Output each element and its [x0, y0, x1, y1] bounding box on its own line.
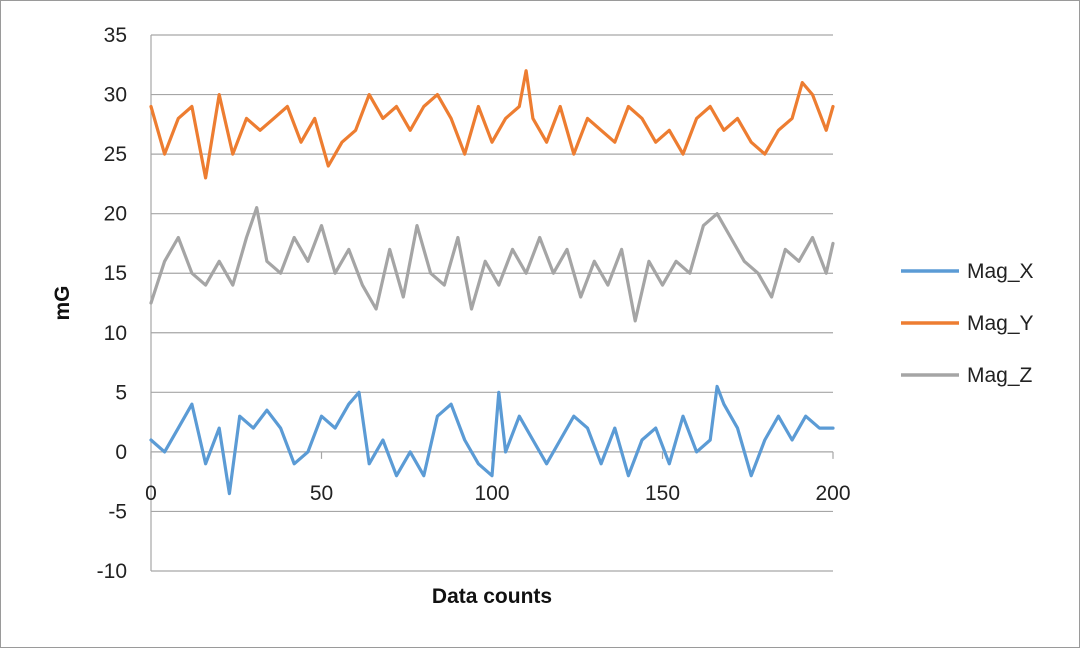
y-tick-label: 5 [115, 381, 127, 404]
y-tick-label: 30 [104, 84, 127, 107]
y-axis-title: mG [51, 285, 74, 320]
series-lines [149, 69, 835, 496]
series-line-mag-z [149, 206, 835, 323]
y-tick-label: -10 [97, 560, 127, 583]
x-tick-label: 200 [815, 482, 850, 505]
x-tick-label: 50 [310, 482, 333, 505]
legend-label: Mag_Y [967, 312, 1034, 335]
y-tick-label: -5 [108, 500, 127, 523]
legend-label: Mag_X [967, 260, 1034, 283]
y-tick-label: 0 [115, 441, 127, 464]
tick-labels: -10 -5 0 5 10 15 20 25 30 35 0 50 100 150 200 [97, 24, 851, 583]
legend-label: Mag_Z [967, 364, 1033, 387]
x-tick-label: 0 [145, 482, 157, 505]
y-tick-label: 35 [104, 24, 127, 47]
y-tick-label: 10 [104, 322, 127, 345]
x-axis-title: Data counts [432, 585, 552, 608]
x-tick-label: 150 [645, 482, 680, 505]
y-tick-label: 25 [104, 143, 127, 166]
series-line-mag-y [149, 69, 835, 180]
legend: Mag_X Mag_Y Mag_Z [901, 260, 1034, 387]
y-tick-label: 20 [104, 203, 127, 226]
series-line-mag-x [149, 384, 835, 496]
y-tick-label: 15 [104, 262, 127, 285]
x-tick-label: 100 [474, 482, 509, 505]
